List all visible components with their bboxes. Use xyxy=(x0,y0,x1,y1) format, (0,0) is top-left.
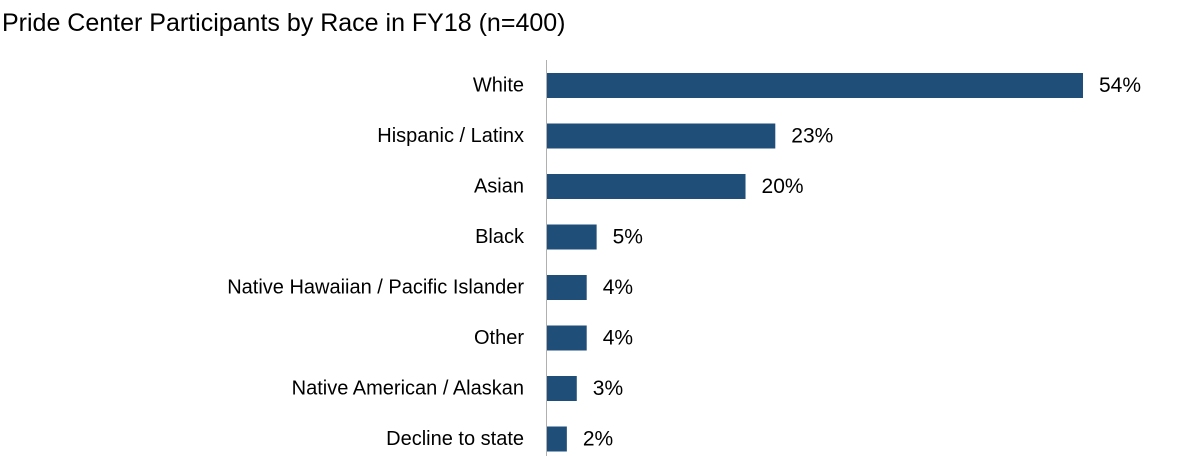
value-label-white: 54% xyxy=(1099,74,1141,97)
bar-other xyxy=(547,325,587,351)
category-label-decline-to-state: Decline to state xyxy=(386,428,524,450)
category-label-black: Black xyxy=(475,226,525,248)
value-label-native-hawaiian-pacific-islander: 4% xyxy=(603,276,633,299)
value-label-hispanic-latinx: 23% xyxy=(791,125,833,148)
bars-group xyxy=(547,73,1083,452)
bar-asian xyxy=(547,174,746,199)
category-label-native-hawaiian-pacific-islander: Native Hawaiian / Pacific Islander xyxy=(227,277,524,299)
bar-native-american-alaskan xyxy=(547,376,577,401)
bar-native-hawaiian-pacific-islander xyxy=(547,275,587,300)
chart-title: Pride Center Participants by Race in FY1… xyxy=(2,9,565,37)
bar-hispanic-latinx xyxy=(547,123,776,149)
bar-black xyxy=(547,224,597,250)
category-label-other: Other xyxy=(474,327,524,349)
bar-decline-to-state xyxy=(547,426,567,452)
category-label-asian: Asian xyxy=(474,176,524,198)
category-label-native-american-alaskan: Native American / Alaskan xyxy=(292,378,524,400)
value-label-decline-to-state: 2% xyxy=(583,428,613,451)
category-label-white: White xyxy=(473,75,524,97)
category-label-hispanic-latinx: Hispanic / Latinx xyxy=(377,125,524,147)
value-label-native-american-alaskan: 3% xyxy=(593,377,623,400)
value-label-other: 4% xyxy=(603,327,633,350)
category-labels-group: White Hispanic / Latinx Asian Black Native H… xyxy=(227,75,525,451)
bar-white xyxy=(547,73,1083,98)
value-label-black: 5% xyxy=(613,226,643,249)
value-label-asian: 20% xyxy=(762,175,804,198)
value-labels-group: 54% 23% 20% 5% 4% 4% 3% 2% xyxy=(583,74,1141,451)
